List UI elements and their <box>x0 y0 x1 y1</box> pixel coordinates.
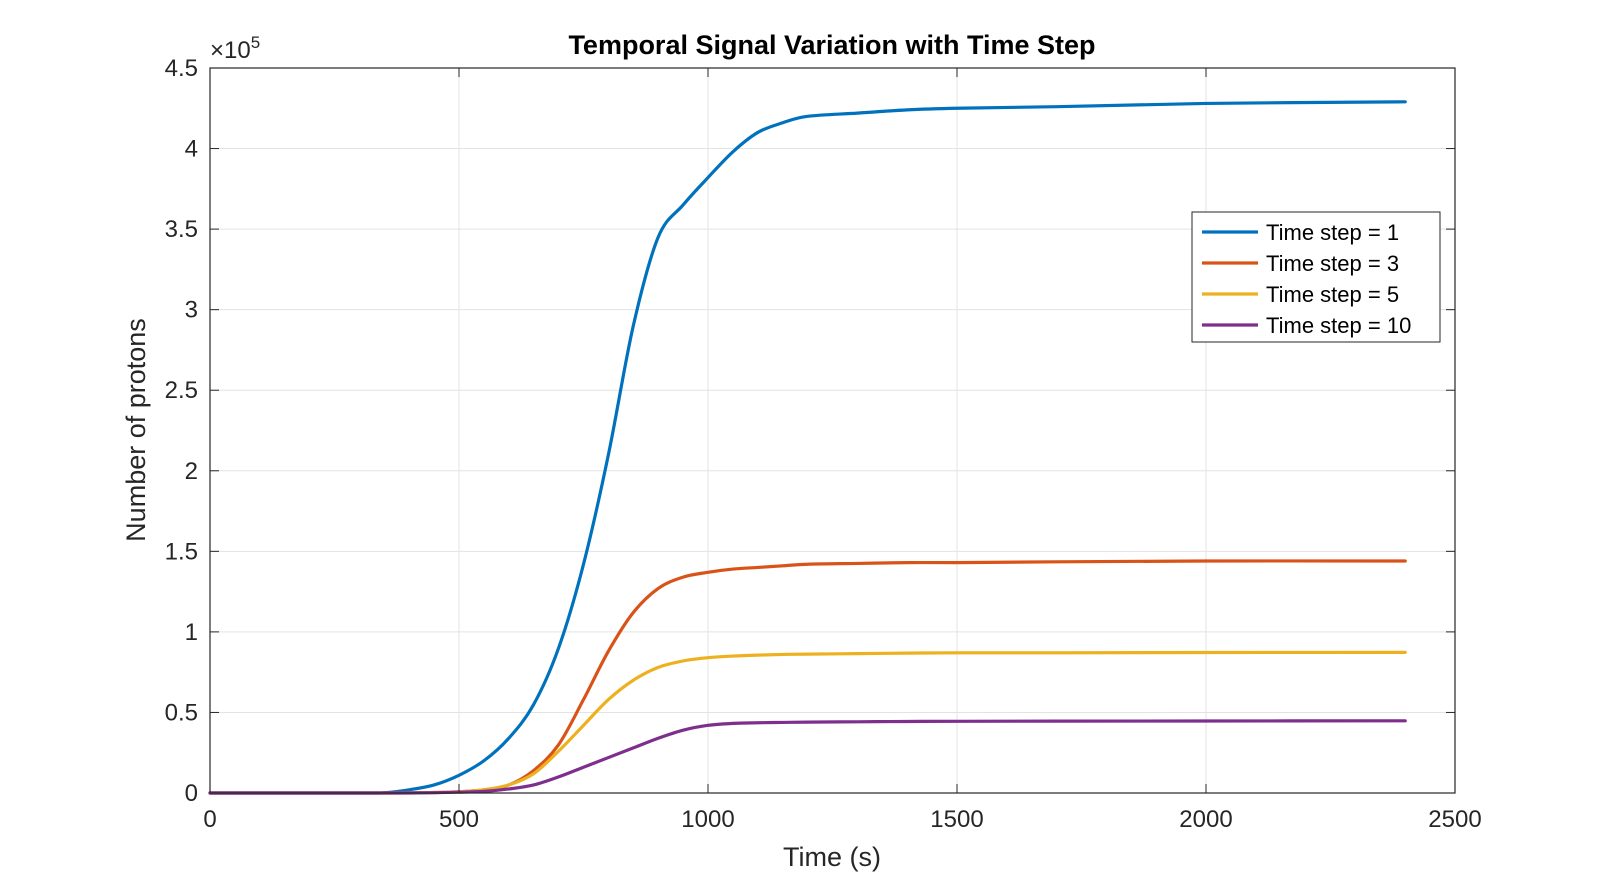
x-tick-label: 500 <box>439 806 479 833</box>
y-tick-label: 4 <box>185 136 198 163</box>
axis-ticks: 0 500 1000 1500 2000 2500 0 0.5 1 1.5 2 2.5 3 3.5 4 4.5 <box>165 55 1482 833</box>
y-tick-label: 1.5 <box>165 538 198 565</box>
y-tick-label: 3.5 <box>165 216 198 243</box>
legend-label: Time step = 1 <box>1266 220 1399 245</box>
x-axis-label: Time (s) <box>783 842 881 872</box>
y-tick-label: 4.5 <box>165 55 198 82</box>
y-tick-label: 1 <box>185 619 198 646</box>
x-tick-label: 2000 <box>1179 806 1232 833</box>
y-axis-label: Number of protons <box>121 318 151 542</box>
y-exponent-base: ×10 <box>210 37 251 64</box>
grid <box>209 67 1456 794</box>
x-tick-label: 1000 <box>681 806 734 833</box>
y-tick-label: 3 <box>185 297 198 324</box>
legend-label: Time step = 3 <box>1266 251 1399 276</box>
legend-label: Time step = 5 <box>1266 282 1399 307</box>
x-tick-label: 1500 <box>930 806 983 833</box>
y-exponent: ×105 <box>210 33 260 64</box>
y-tick-label: 2 <box>185 458 198 485</box>
y-exponent-power: 5 <box>251 33 260 52</box>
plot-frame <box>209 67 1456 794</box>
legend-box <box>1191 211 1441 343</box>
y-tick-label: 2.5 <box>165 377 198 404</box>
series-line-1 <box>208 100 1407 795</box>
plot-area <box>210 68 1455 793</box>
x-tick-label: 2500 <box>1428 806 1481 833</box>
y-tick-label: 0.5 <box>165 699 198 726</box>
legend-label: Time step = 10 <box>1266 313 1411 338</box>
legend: Time step = 1 Time step = 3 Time step = 5 T… <box>1191 211 1441 343</box>
x-tick-label: 0 <box>203 806 216 833</box>
y-tick-label: 0 <box>185 780 198 807</box>
chart-title: Temporal Signal Variation with Time Step <box>568 30 1095 60</box>
